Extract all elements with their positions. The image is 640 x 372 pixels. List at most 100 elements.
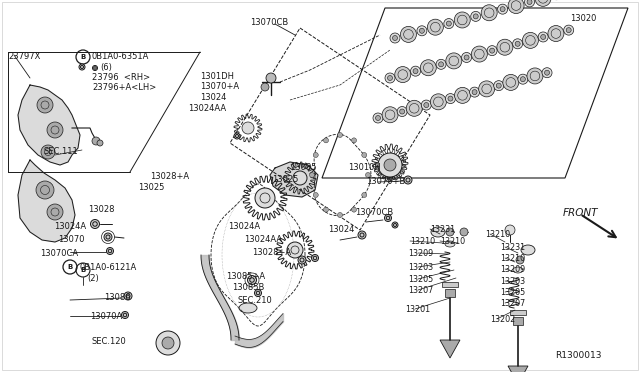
Text: 1301DH: 1301DH (200, 72, 234, 81)
Circle shape (472, 90, 477, 94)
Circle shape (490, 48, 495, 53)
Circle shape (337, 212, 342, 218)
Circle shape (385, 215, 392, 221)
Ellipse shape (521, 245, 535, 255)
Circle shape (564, 25, 573, 35)
Text: 13028+A: 13028+A (150, 172, 189, 181)
Circle shape (266, 73, 276, 83)
Circle shape (424, 103, 429, 108)
Text: 13028+A: 13028+A (252, 248, 291, 257)
Circle shape (358, 231, 366, 239)
Circle shape (518, 74, 528, 84)
Text: 13024AA: 13024AA (188, 104, 226, 113)
Text: 13203: 13203 (408, 263, 433, 272)
Circle shape (323, 207, 328, 212)
Text: 0B1A0-6121A: 0B1A0-6121A (79, 263, 136, 272)
Text: 13209: 13209 (500, 265, 525, 274)
Circle shape (496, 83, 501, 88)
Text: B: B (81, 267, 86, 273)
Circle shape (487, 46, 497, 56)
Circle shape (337, 132, 342, 138)
Circle shape (387, 76, 392, 80)
Text: SEC.111: SEC.111 (44, 147, 79, 156)
Circle shape (541, 35, 546, 39)
Circle shape (454, 12, 470, 28)
Circle shape (508, 0, 524, 13)
Text: B: B (81, 54, 86, 60)
Text: 13024A: 13024A (54, 222, 86, 231)
Circle shape (497, 39, 513, 55)
Circle shape (47, 122, 63, 138)
Circle shape (234, 133, 240, 139)
Text: FRONT: FRONT (563, 208, 598, 218)
Circle shape (323, 138, 328, 143)
Circle shape (104, 233, 112, 241)
Text: SEC.120: SEC.120 (92, 337, 127, 346)
Circle shape (382, 107, 398, 123)
Circle shape (446, 228, 454, 236)
Circle shape (503, 74, 519, 90)
Circle shape (513, 39, 523, 49)
Circle shape (471, 46, 487, 62)
Text: 13207: 13207 (500, 299, 525, 308)
Circle shape (479, 81, 495, 97)
Circle shape (413, 69, 418, 74)
Circle shape (525, 0, 534, 7)
Circle shape (535, 0, 551, 6)
Circle shape (362, 192, 367, 198)
Circle shape (446, 21, 451, 26)
Circle shape (399, 109, 404, 114)
Circle shape (293, 171, 307, 185)
Text: 13070: 13070 (58, 235, 84, 244)
Ellipse shape (513, 267, 523, 273)
Circle shape (397, 106, 407, 116)
Text: 13070CB: 13070CB (355, 208, 393, 217)
Circle shape (365, 173, 371, 177)
Circle shape (473, 14, 478, 19)
Circle shape (362, 153, 367, 157)
Text: 13025: 13025 (272, 175, 298, 184)
Circle shape (248, 276, 257, 285)
Text: (6): (6) (100, 63, 112, 72)
Circle shape (313, 153, 318, 157)
Text: R1300013: R1300013 (555, 351, 602, 360)
Text: 13205: 13205 (500, 288, 525, 297)
Circle shape (162, 337, 174, 349)
Text: 13028: 13028 (88, 205, 115, 214)
Circle shape (410, 66, 420, 76)
Text: 13210: 13210 (410, 237, 435, 246)
Circle shape (428, 19, 444, 35)
Circle shape (515, 41, 520, 46)
Circle shape (298, 256, 306, 264)
Circle shape (404, 176, 412, 184)
Circle shape (41, 145, 55, 159)
Circle shape (538, 32, 548, 42)
Circle shape (310, 173, 314, 177)
Circle shape (527, 68, 543, 84)
Text: 13085B: 13085B (232, 283, 264, 292)
Ellipse shape (445, 241, 455, 247)
Circle shape (156, 331, 180, 355)
Circle shape (79, 64, 85, 70)
Text: 13024AA: 13024AA (244, 235, 282, 244)
Text: 13210: 13210 (500, 254, 525, 263)
Text: 13024: 13024 (328, 225, 355, 234)
Text: 13024A: 13024A (228, 222, 260, 231)
Circle shape (516, 256, 524, 264)
Circle shape (90, 219, 99, 228)
Circle shape (392, 222, 398, 228)
Circle shape (93, 65, 97, 71)
Circle shape (498, 4, 508, 14)
Text: 13070CA: 13070CA (40, 249, 78, 258)
Circle shape (481, 5, 497, 21)
Text: B: B (67, 264, 72, 270)
Circle shape (122, 311, 129, 318)
Circle shape (500, 7, 505, 12)
Circle shape (430, 94, 446, 110)
Text: 13231: 13231 (500, 243, 525, 252)
Text: 13086: 13086 (104, 293, 131, 302)
Circle shape (378, 153, 402, 177)
Circle shape (395, 67, 411, 83)
Circle shape (445, 94, 456, 103)
Bar (513, 317, 523, 325)
